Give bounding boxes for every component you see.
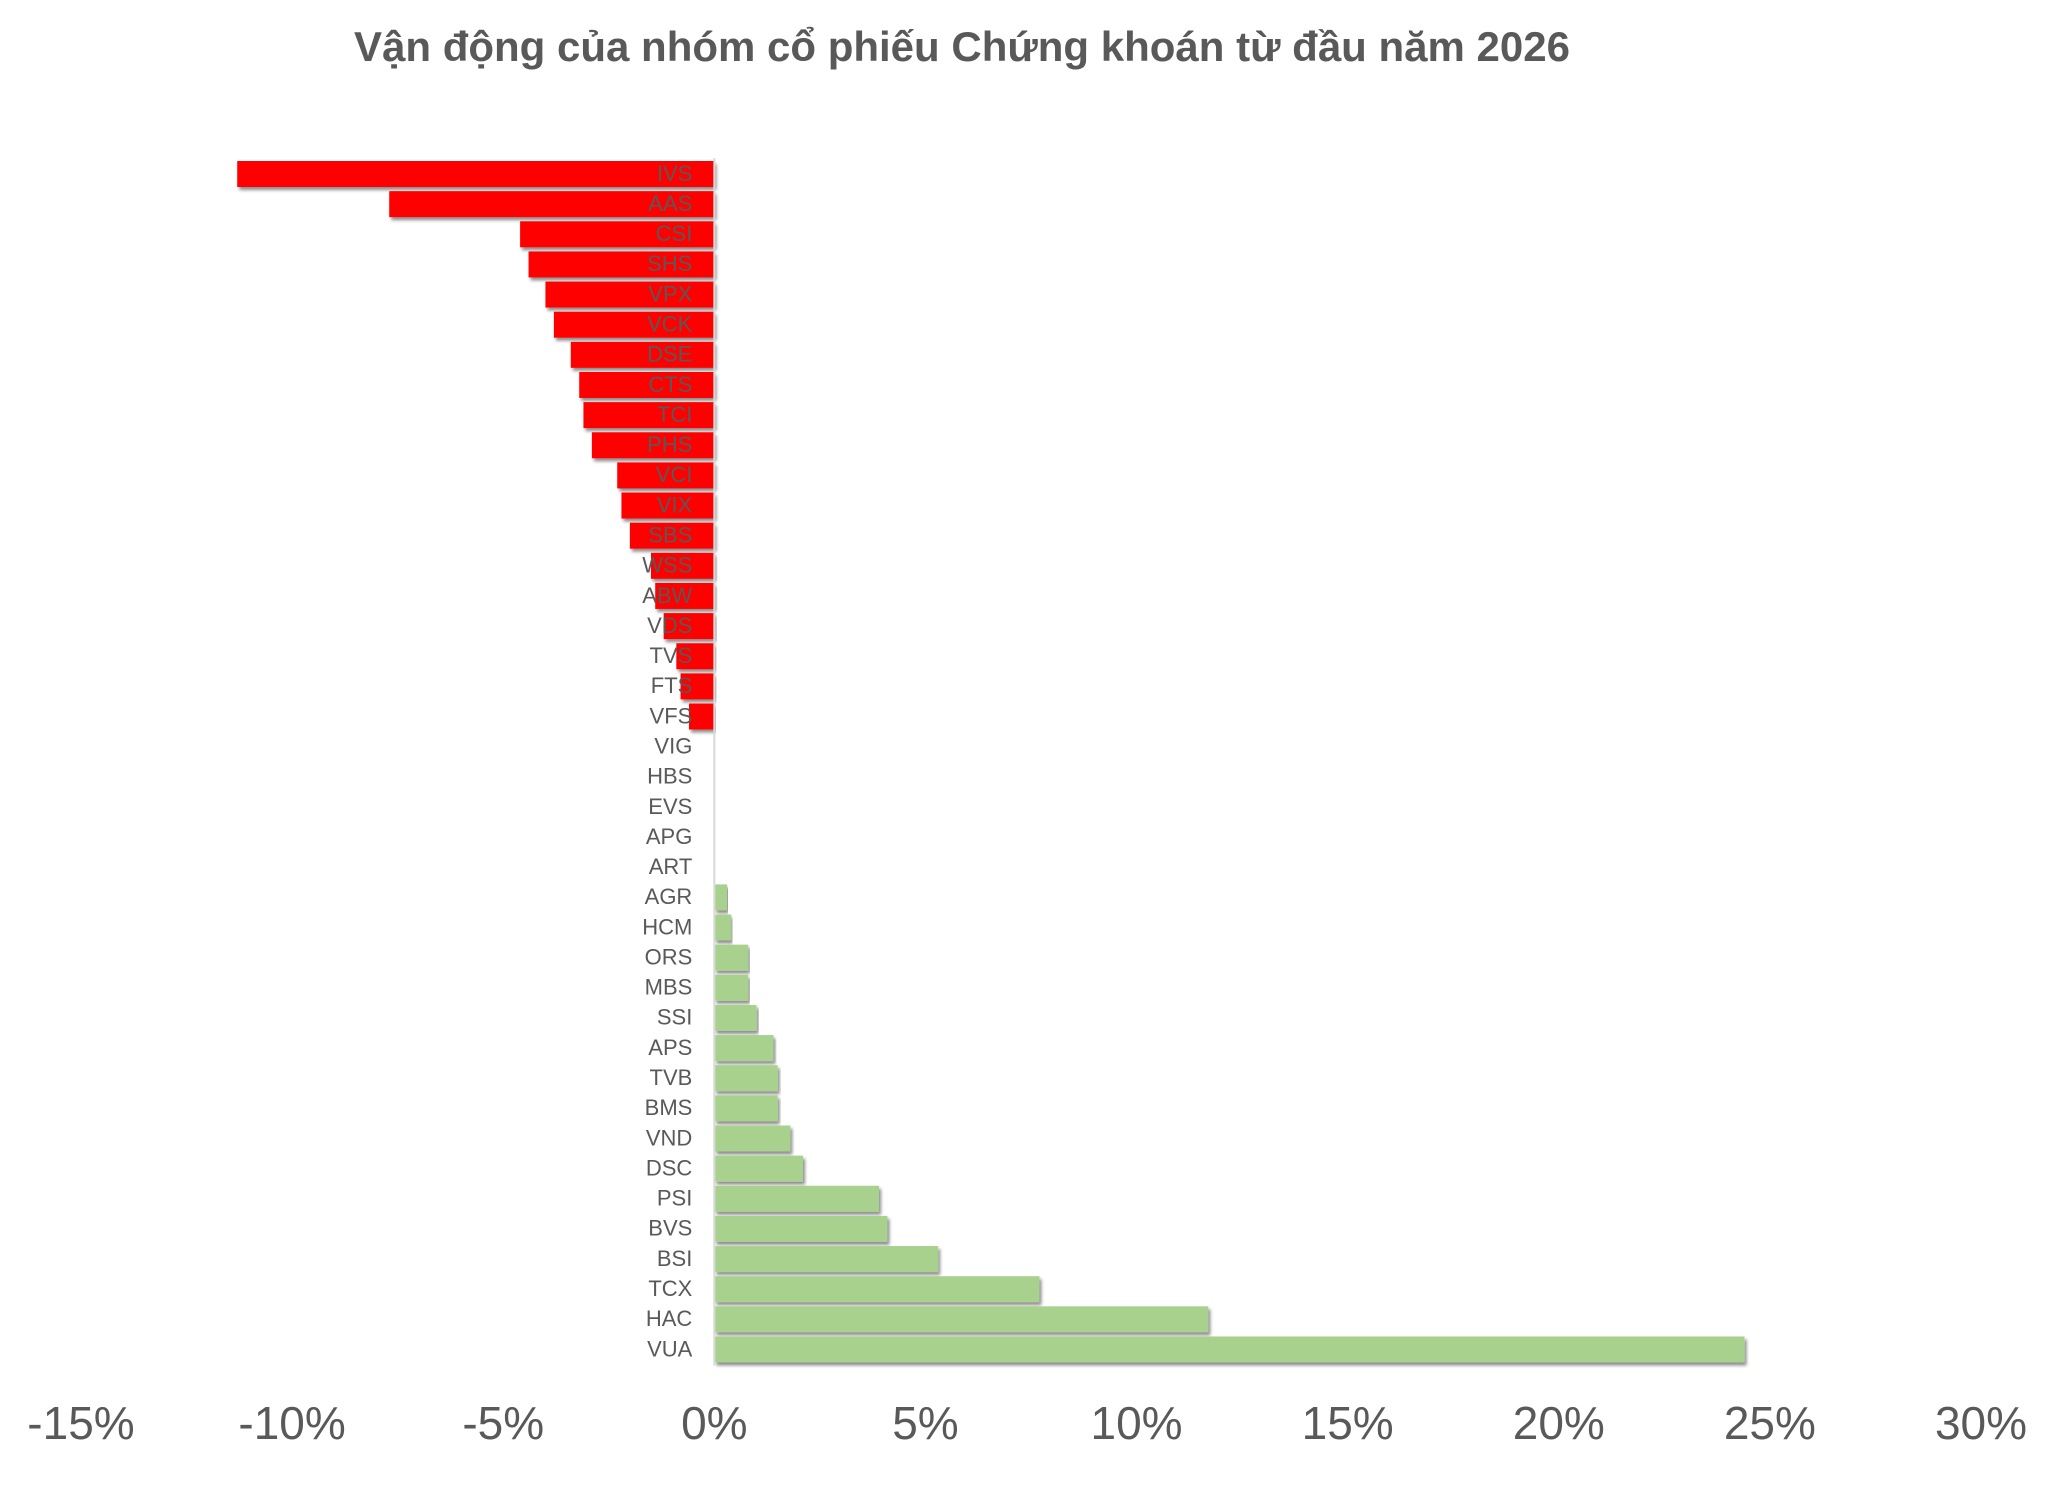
bar	[714, 1336, 1745, 1363]
chart-title: Vận động của nhóm cổ phiếu Chứng khoán t…	[354, 23, 1570, 70]
bar	[714, 1065, 778, 1092]
x-tick-label: 15%	[1302, 1397, 1394, 1449]
y-tick-label: SSI	[657, 1005, 692, 1030]
y-tick-label: VIX	[657, 492, 693, 517]
y-tick-label: VFS	[650, 703, 693, 728]
x-tick-label: -15%	[27, 1397, 134, 1449]
x-tick-label: 30%	[1935, 1397, 2027, 1449]
y-tick-label: HAC	[646, 1306, 693, 1331]
bar	[663, 613, 715, 640]
y-tick-label: AGR	[645, 884, 693, 909]
bar	[570, 341, 715, 368]
bar	[714, 944, 749, 971]
y-tick-label: VUA	[647, 1336, 693, 1361]
bar	[676, 643, 715, 670]
y-tick-label: PSI	[657, 1186, 692, 1211]
y-tick-label: VDS	[647, 613, 692, 638]
bar	[583, 402, 715, 429]
y-tick-label: TCI	[657, 402, 692, 427]
y-tick-label: VCK	[647, 312, 693, 337]
x-tick-label: 5%	[892, 1397, 958, 1449]
x-tick-label: 25%	[1724, 1397, 1816, 1449]
y-tick-label: HBS	[647, 764, 692, 789]
y-tick-label: DSE	[647, 342, 692, 367]
bar	[714, 914, 732, 941]
bar	[579, 371, 715, 398]
bar	[629, 522, 715, 549]
y-tick-label: CSI	[656, 221, 693, 246]
bar	[520, 221, 715, 248]
y-tick-label: TVS	[650, 643, 693, 668]
y-tick-label: APS	[648, 1035, 692, 1060]
bar	[714, 1125, 791, 1152]
x-tick-label: 10%	[1091, 1397, 1183, 1449]
y-tick-label: MBS	[645, 975, 693, 1000]
x-tick-label: -10%	[238, 1397, 345, 1449]
x-tick-label: 0%	[681, 1397, 747, 1449]
bar	[714, 1215, 888, 1242]
bar	[237, 161, 715, 187]
bar	[680, 673, 715, 700]
y-tick-label: ART	[649, 854, 693, 879]
y-tick-label: BSI	[657, 1246, 692, 1271]
y-tick-label: EVS	[648, 794, 692, 819]
y-tick-label: HCM	[642, 914, 692, 939]
x-tick-label: 20%	[1513, 1397, 1605, 1449]
y-tick-label: IVS	[657, 161, 692, 186]
bar	[714, 1035, 774, 1062]
y-tick-label: VIG	[654, 733, 692, 758]
y-tick-label: SHS	[647, 251, 692, 276]
bar	[714, 974, 749, 1001]
bar	[621, 492, 715, 519]
bar	[617, 462, 715, 489]
bar	[689, 703, 715, 730]
y-tick-label: SBS	[648, 522, 692, 547]
y-tick-label: VPX	[648, 281, 692, 306]
y-tick-label: BVS	[648, 1216, 692, 1241]
y-tick-label: TVB	[650, 1065, 693, 1090]
y-tick-label: BMS	[645, 1095, 693, 1120]
y-tick-label: FTS	[651, 673, 693, 698]
bar	[528, 251, 715, 278]
y-tick-label: AAS	[648, 191, 692, 216]
y-tick-label: WSS	[642, 553, 692, 578]
bar	[714, 1004, 757, 1031]
y-tick-label: DSC	[646, 1155, 693, 1180]
y-tick-label: TCX	[648, 1276, 692, 1301]
bar	[714, 884, 727, 911]
x-tick-label: -5%	[462, 1397, 544, 1449]
y-tick-label: ABW	[642, 583, 692, 608]
bar	[545, 281, 715, 308]
bar	[714, 1246, 939, 1273]
y-tick-label: VCI	[656, 462, 693, 487]
bar	[553, 311, 715, 338]
y-tick-label: ORS	[645, 944, 693, 969]
bar	[651, 552, 715, 579]
y-tick-label: VND	[646, 1125, 692, 1150]
bar	[714, 1185, 879, 1212]
bar	[591, 432, 715, 459]
y-tick-label: CTS	[648, 372, 692, 397]
bar	[714, 1155, 803, 1182]
bar	[714, 1306, 1209, 1333]
bar	[655, 582, 715, 609]
bar	[714, 1095, 778, 1122]
y-tick-label: APG	[646, 824, 692, 849]
y-tick-label: PHS	[647, 432, 692, 457]
bar	[389, 191, 715, 218]
bar	[714, 1276, 1040, 1303]
